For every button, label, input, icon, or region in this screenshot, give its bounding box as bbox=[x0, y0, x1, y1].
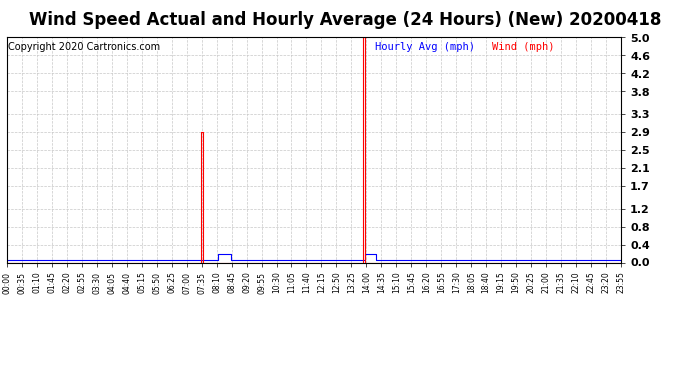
Text: Hourly Avg (mph): Hourly Avg (mph) bbox=[375, 42, 475, 52]
Text: Wind Speed Actual and Hourly Average (24 Hours) (New) 20200418: Wind Speed Actual and Hourly Average (24… bbox=[29, 11, 661, 29]
Text: Copyright 2020 Cartronics.com: Copyright 2020 Cartronics.com bbox=[8, 42, 160, 52]
Text: Wind (mph): Wind (mph) bbox=[492, 42, 555, 52]
